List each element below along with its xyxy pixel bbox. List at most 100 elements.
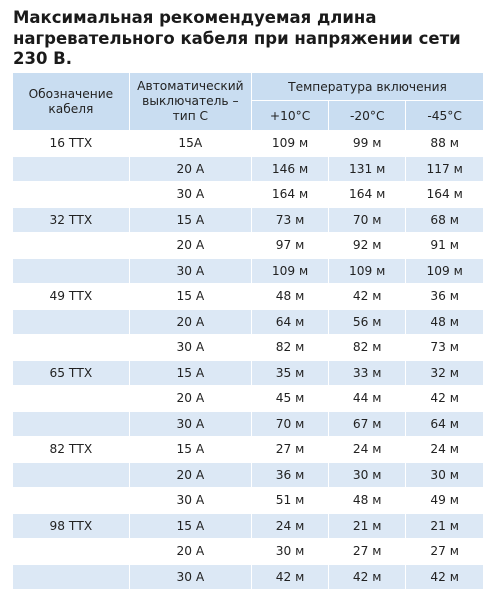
cell-length-minus20: 92 м: [329, 233, 406, 259]
cell-breaker: 20 A: [129, 309, 251, 335]
cell-length-plus10: 64 м: [251, 309, 328, 335]
cell-length-minus45: 64 м: [406, 411, 483, 437]
cell-cable-empty: [13, 488, 129, 514]
cell-length-minus45: 164 м: [406, 182, 483, 208]
cell-breaker: 30 A: [129, 182, 251, 208]
cell-length-minus45: 48 м: [406, 309, 483, 335]
cell-length-minus45: 49 м: [406, 488, 483, 514]
cell-length-plus10: 82 м: [251, 335, 328, 361]
cell-length-plus10: 73 м: [251, 207, 328, 233]
cell-length-plus10: 24 м: [251, 513, 328, 539]
cell-length-minus45: 88 м: [406, 131, 483, 157]
cell-breaker: 15 A: [129, 437, 251, 463]
cell-length-plus10: 97 м: [251, 233, 328, 259]
cell-length-minus45: 24 м: [406, 437, 483, 463]
cell-length-minus45: 109 м: [406, 258, 483, 284]
cell-cable-empty: [13, 462, 129, 488]
cell-cable-designation: 32 ТТХ: [13, 207, 129, 233]
cell-breaker: 30 A: [129, 411, 251, 437]
cell-length-minus45: 73 м: [406, 335, 483, 361]
cell-length-minus45: 117 м: [406, 156, 483, 182]
cell-length-minus20: 109 м: [329, 258, 406, 284]
cell-cable-designation: 16 ТТХ: [13, 131, 129, 157]
table-header: Обозначение кабеля Автоматический выключ…: [13, 73, 483, 131]
cell-length-plus10: 70 м: [251, 411, 328, 437]
cell-length-minus45: 27 м: [406, 539, 483, 565]
cell-length-minus45: 21 м: [406, 513, 483, 539]
cell-length-minus20: 56 м: [329, 309, 406, 335]
cell-cable-empty: [13, 182, 129, 208]
cell-length-minus20: 30 м: [329, 462, 406, 488]
cell-breaker: 20 A: [129, 462, 251, 488]
cell-length-minus20: 164 м: [329, 182, 406, 208]
cell-cable-empty: [13, 564, 129, 589]
cell-length-plus10: 42 м: [251, 564, 328, 589]
cell-length-plus10: 51 м: [251, 488, 328, 514]
cable-length-table: Обозначение кабеля Автоматический выключ…: [13, 73, 483, 589]
cell-cable-designation: 49 ТТХ: [13, 284, 129, 310]
header-cable: Обозначение кабеля: [13, 73, 129, 131]
cell-length-minus45: 32 м: [406, 360, 483, 386]
cell-length-minus45: 42 м: [406, 386, 483, 412]
header-temp-minus45: -45°C: [406, 101, 483, 131]
cell-cable-empty: [13, 386, 129, 412]
cell-length-minus20: 82 м: [329, 335, 406, 361]
header-temperature-group: Температура включения: [251, 73, 483, 101]
cell-length-minus20: 33 м: [329, 360, 406, 386]
header-temp-minus20: -20°C: [329, 101, 406, 131]
cell-breaker: 15 A: [129, 513, 251, 539]
cell-length-minus20: 99 м: [329, 131, 406, 157]
cell-length-plus10: 35 м: [251, 360, 328, 386]
cell-breaker: 15 A: [129, 207, 251, 233]
cell-length-minus20: 48 м: [329, 488, 406, 514]
cell-length-minus45: 30 м: [406, 462, 483, 488]
cell-cable-designation: 65 ТТХ: [13, 360, 129, 386]
cell-cable-designation: 82 ТТХ: [13, 437, 129, 463]
cell-length-plus10: 36 м: [251, 462, 328, 488]
cell-cable-empty: [13, 539, 129, 565]
cell-length-minus20: 44 м: [329, 386, 406, 412]
cell-breaker: 30 A: [129, 488, 251, 514]
page-title: Максимальная рекомендуемая длина нагрева…: [13, 8, 483, 70]
cell-length-plus10: 30 м: [251, 539, 328, 565]
cell-length-plus10: 109 м: [251, 131, 328, 157]
header-breaker: Автоматический выключатель – тип С: [129, 73, 251, 131]
cell-breaker: 20 A: [129, 386, 251, 412]
cell-length-minus20: 42 м: [329, 564, 406, 589]
cell-breaker: 20 A: [129, 233, 251, 259]
cell-cable-designation: 98 ТТХ: [13, 513, 129, 539]
cell-cable-empty: [13, 411, 129, 437]
cell-length-plus10: 109 м: [251, 258, 328, 284]
header-temp-plus10: +10°C: [251, 101, 328, 131]
cell-length-plus10: 48 м: [251, 284, 328, 310]
cell-length-minus45: 42 м: [406, 564, 483, 589]
cell-breaker: 30 A: [129, 258, 251, 284]
cell-breaker: 20 A: [129, 539, 251, 565]
cell-length-plus10: 146 м: [251, 156, 328, 182]
cell-cable-empty: [13, 335, 129, 361]
cell-cable-empty: [13, 309, 129, 335]
cell-breaker: 15 A: [129, 360, 251, 386]
cell-breaker: 30 A: [129, 335, 251, 361]
cell-length-minus45: 36 м: [406, 284, 483, 310]
cell-length-minus20: 42 м: [329, 284, 406, 310]
cell-length-plus10: 27 м: [251, 437, 328, 463]
cell-length-minus20: 67 м: [329, 411, 406, 437]
cell-length-minus20: 27 м: [329, 539, 406, 565]
cell-length-minus20: 70 м: [329, 207, 406, 233]
cell-length-plus10: 164 м: [251, 182, 328, 208]
